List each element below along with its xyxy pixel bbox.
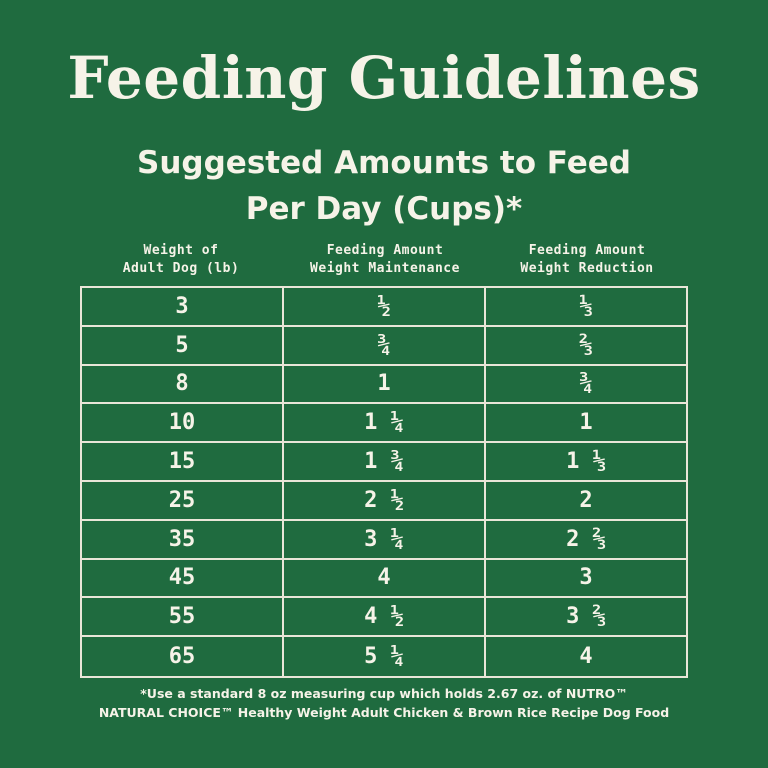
table-cell-weight: 8 (82, 365, 284, 405)
table-cell-maintenance: 3 ¼ (284, 520, 486, 560)
table-cell-maintenance: 5 ¼ (284, 637, 486, 676)
table-cell-weight: 65 (82, 637, 284, 676)
table-cell-reduction: 2 (486, 482, 686, 521)
column-header-weight-line-1: Weight of (143, 243, 219, 258)
table-cell-reduction: 1 ⅓ (486, 443, 686, 482)
column-header-weight: Weight of Adult Dog (lb) (80, 242, 282, 278)
table-cell-reduction: ⅔ (486, 327, 686, 366)
subtitle-line-1: Suggested Amounts to Feed (137, 145, 631, 181)
column-header-maintenance-line-1: Feeding Amount (326, 243, 444, 258)
table-cell-weight: 10 (82, 404, 284, 444)
table-cell-maintenance: 1 (284, 365, 486, 405)
column-header-maintenance-line-2: Weight Maintenance (310, 261, 460, 276)
table-cell-reduction: ⅓ (486, 288, 686, 327)
table-cell-reduction: 3 (486, 560, 686, 599)
footnote: *Use a standard 8 oz measuring cup which… (0, 684, 768, 722)
footnote-line-1: *Use a standard 8 oz measuring cup which… (140, 686, 628, 701)
column-header-reduction-line-1: Feeding Amount (528, 243, 646, 258)
subtitle: Suggested Amounts to Feed Per Day (Cups)… (0, 140, 768, 232)
table-cell-maintenance: 1 ¾ (284, 443, 486, 482)
footnote-line-2: NATURAL CHOICE™ Healthy Weight Adult Chi… (98, 705, 670, 720)
table-cell-weight: 35 (82, 520, 284, 560)
table-cell-maintenance: 4 ½ (284, 598, 486, 638)
column-header-maintenance: Feeding Amount Weight Maintenance (284, 242, 486, 278)
column-header-reduction-line-2: Weight Reduction (520, 261, 654, 276)
table-cell-weight: 5 (82, 326, 284, 366)
table-cell-maintenance: 2 ½ (284, 481, 486, 521)
table-cell-reduction: ¾ (486, 366, 686, 405)
table-cell-reduction: 4 (579, 644, 593, 670)
table-cell-weight: 3 (82, 288, 284, 327)
table-cell-weight: 45 (82, 559, 284, 599)
table-cell-reduction: 1 (486, 404, 686, 444)
table-cell-weight: 15 (82, 443, 284, 482)
column-header-weight-line-2: Adult Dog (lb) (122, 261, 240, 276)
page-title: Feeding Guidelines (67, 44, 701, 112)
column-header-reduction: Feeding Amount Weight Reduction (486, 242, 688, 278)
table-cell-reduction: 3 ⅔ (486, 598, 686, 638)
table-cell-maintenance: ¾ (284, 326, 486, 366)
subtitle-line-2: Per Day (Cups)* (245, 191, 523, 227)
table-cell-weight: 55 (82, 598, 284, 638)
table-cell-maintenance: 1 ¼ (284, 404, 486, 444)
table-cell-weight: 25 (82, 481, 284, 521)
table-cell-reduction: 2 ⅔ (486, 521, 686, 560)
table-cell-maintenance: 4 (284, 559, 486, 599)
table-cell-maintenance: ½ (284, 288, 486, 327)
